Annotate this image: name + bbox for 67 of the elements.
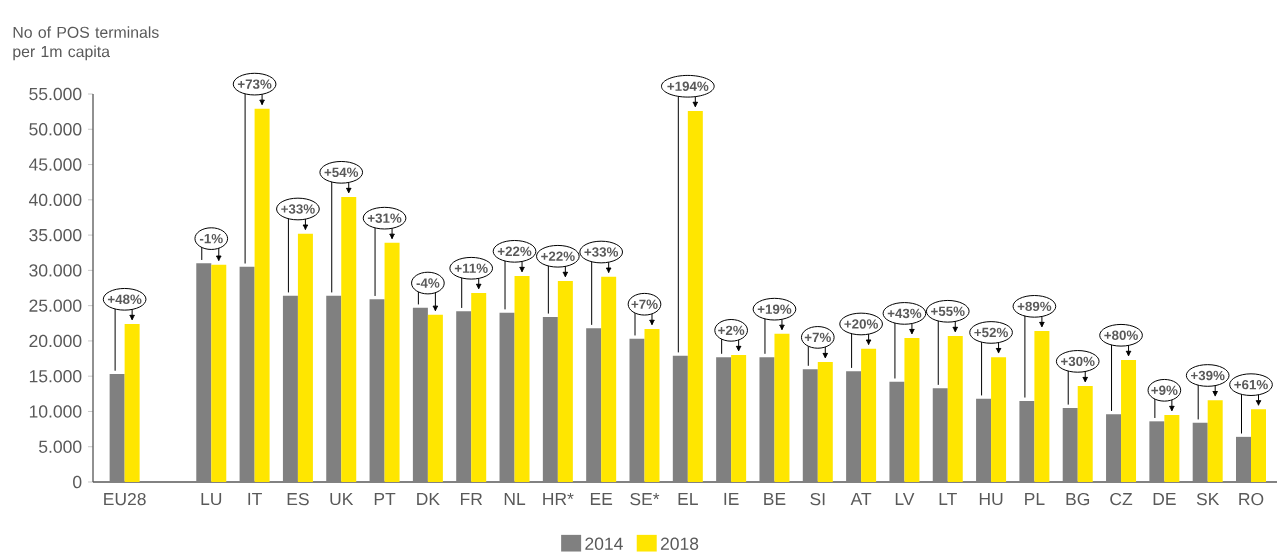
- x-tick-label: HR*: [543, 492, 574, 505]
- y-tick-label: 30.000: [29, 264, 82, 277]
- x-tick-label: IT: [248, 492, 262, 505]
- annotation: +48%: [107, 294, 142, 305]
- annotation: +19%: [757, 304, 792, 314]
- x-tick-label: EE: [590, 492, 613, 505]
- x-tick-label: SK: [1196, 492, 1220, 506]
- x-tick-label: AT: [850, 492, 872, 505]
- y-axis-title: No of POS terminals per 1m capita: [13, 26, 159, 61]
- annotation: +30%: [1061, 356, 1095, 367]
- annotation: +7%: [631, 299, 658, 309]
- annotation: +80%: [1104, 330, 1138, 340]
- x-tick-label: UK: [330, 492, 354, 506]
- annotation: +31%: [367, 213, 402, 223]
- x-tick-label: PT: [374, 492, 396, 505]
- x-tick-label: RO: [1239, 492, 1264, 506]
- x-tick-label: LV: [895, 492, 915, 505]
- x-tick-label: EL: [678, 492, 698, 505]
- annotation: -1%: [199, 233, 223, 244]
- x-tick-label: LU: [201, 492, 222, 506]
- annotation: +9%: [1151, 385, 1178, 396]
- annotation: -4%: [416, 278, 440, 288]
- x-tick-label: NL: [504, 492, 526, 505]
- y-tick-label: 35.000: [29, 228, 82, 242]
- annotation: +33%: [584, 247, 619, 257]
- annotation: +7%: [804, 332, 831, 343]
- annotation: +55%: [931, 306, 965, 316]
- x-tick-label: IE: [724, 492, 739, 505]
- annotation: +11%: [454, 263, 488, 273]
- annotation: +33%: [281, 204, 315, 214]
- y-tick-label: 0: [73, 475, 82, 489]
- x-tick-label: LT: [939, 492, 957, 505]
- y-tick-label: 50.000: [29, 123, 82, 136]
- annotation: +194%: [667, 81, 709, 91]
- x-tick-label: PL: [1025, 492, 1045, 505]
- y-tick-label: 25.000: [29, 299, 82, 312]
- y-tick-label: 10.000: [29, 405, 82, 418]
- annotation: +61%: [1234, 379, 1268, 390]
- x-tick-label: FR: [460, 492, 483, 505]
- x-tick-label: SI: [810, 492, 825, 506]
- annotation: +54%: [324, 167, 359, 178]
- legend-label: 2018: [660, 537, 699, 550]
- y-tick-label: 45.000: [28, 158, 82, 171]
- x-tick-label: EU28: [104, 492, 146, 506]
- y-tick-label: 40.000: [28, 193, 82, 207]
- x-tick-label: CZ: [1110, 492, 1133, 506]
- annotation: +22%: [497, 246, 532, 257]
- annotation: +52%: [974, 327, 1008, 338]
- annotation: +89%: [1017, 301, 1052, 312]
- x-tick-label: HU: [979, 492, 1003, 506]
- x-tick-label: DK: [417, 492, 440, 505]
- legend-label: 2014: [585, 537, 623, 550]
- annotation: +43%: [887, 308, 922, 319]
- y-tick-label: 5.000: [39, 440, 82, 453]
- y-tick-label: 55.000: [29, 87, 82, 101]
- y-tick-label: 15.000: [29, 370, 82, 383]
- annotation: +73%: [237, 79, 272, 89]
- y-tick-label: 20.000: [29, 334, 82, 348]
- x-tick-label: DE: [1153, 492, 1176, 505]
- x-tick-label: BG: [1066, 492, 1090, 506]
- x-tick-label: SE*: [630, 492, 660, 506]
- annotation: +39%: [1191, 370, 1225, 381]
- annotation: +20%: [844, 319, 878, 329]
- annotation: +2%: [718, 325, 745, 336]
- x-tick-label: BE: [764, 492, 786, 505]
- annotation: +22%: [541, 251, 575, 261]
- x-tick-label: ES: [287, 492, 309, 506]
